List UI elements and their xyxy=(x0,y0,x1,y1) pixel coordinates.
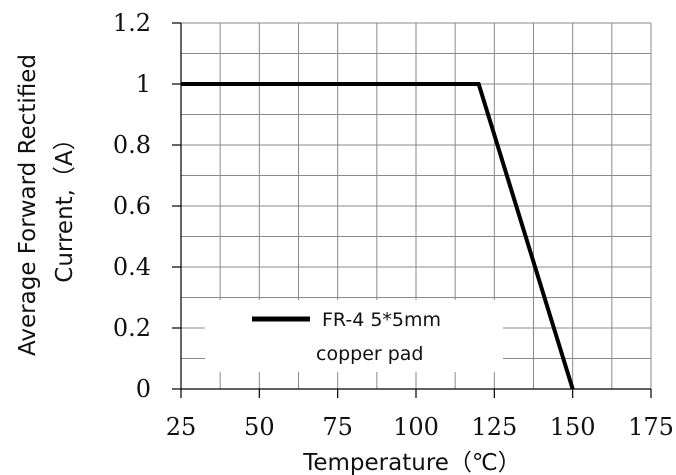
series-layer xyxy=(181,82,575,390)
y-tick-label: 0.2 xyxy=(113,314,151,342)
y-tick-label: 1.2 xyxy=(113,9,151,37)
x-tick-label: 100 xyxy=(393,413,439,441)
y-tick-label: 0.4 xyxy=(113,253,151,281)
x-tick-label: 50 xyxy=(244,413,275,441)
legend: FR-4 5*5mm copper pad xyxy=(205,300,503,372)
y-tick-label: 0 xyxy=(136,375,151,403)
y-tick-label: 1 xyxy=(136,70,151,98)
series-line xyxy=(181,82,575,390)
legend-label-line-2: copper pad xyxy=(316,343,424,365)
y-axis-label-line-2: Current,（A） xyxy=(52,127,78,282)
axes xyxy=(172,22,652,398)
x-tick-label: 125 xyxy=(471,413,517,441)
legend-label-line-1: FR-4 5*5mm xyxy=(322,309,441,331)
x-axis-label: Temperature（℃） xyxy=(302,450,521,475)
x-tick-label: 75 xyxy=(322,413,353,441)
x-tick-label: 150 xyxy=(550,413,596,441)
legend-background xyxy=(205,300,503,372)
y-tick-label: 0.6 xyxy=(113,192,151,220)
x-tick-label: 25 xyxy=(166,413,197,441)
y-axis-label-line-1: Average Forward Rectified xyxy=(15,54,41,356)
x-tick-label: 175 xyxy=(628,413,674,441)
y-tick-label: 0.8 xyxy=(113,131,151,159)
tick-labels: 0 0.2 0.4 0.6 0.8 1 1.2 25 50 75 100 125 150 175 xyxy=(113,9,674,441)
